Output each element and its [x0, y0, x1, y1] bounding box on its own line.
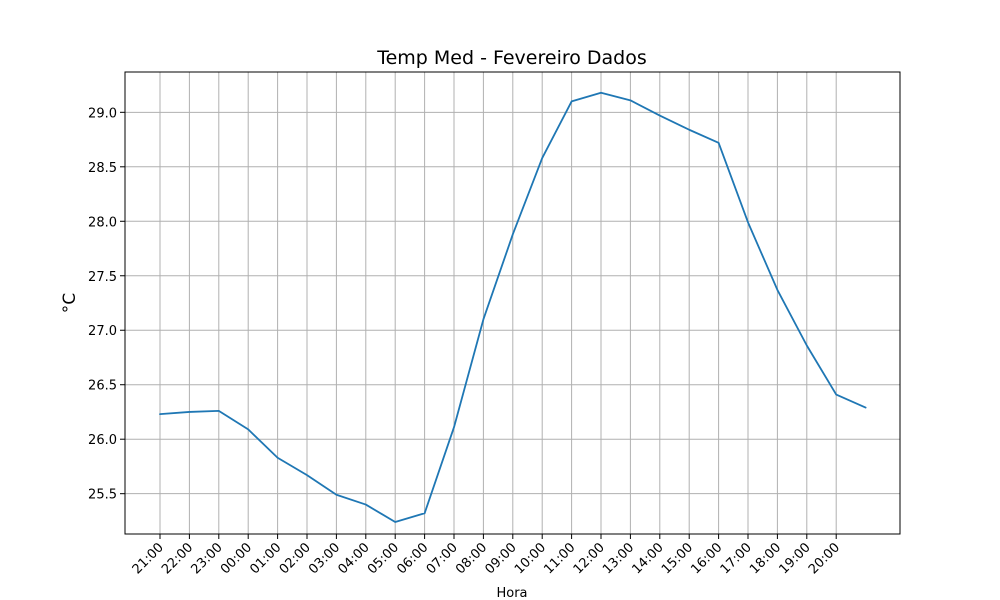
- y-axis-ticks: 25.5 26.0 26.5 27.0 27.5 28.0 28.5 29.0: [88, 106, 125, 503]
- y-tick-label: 26.5: [88, 379, 117, 394]
- series-line: [159, 91, 867, 523]
- y-tick-label: 29.0: [88, 106, 117, 121]
- y-tick-label: 27.5: [88, 270, 117, 285]
- series-layer: [159, 91, 867, 523]
- y-tick-label: 28.0: [88, 215, 117, 230]
- chart-title: Temp Med - Fevereiro Dados: [376, 47, 647, 69]
- y-tick-label: 26.0: [88, 433, 117, 448]
- y-tick-label: 25.5: [88, 488, 117, 503]
- x-axis-label: Hora: [496, 586, 527, 600]
- y-tick-label: 28.5: [88, 161, 117, 176]
- y-tick-label: 27.0: [88, 324, 117, 339]
- y-axis-label: °C: [60, 293, 80, 313]
